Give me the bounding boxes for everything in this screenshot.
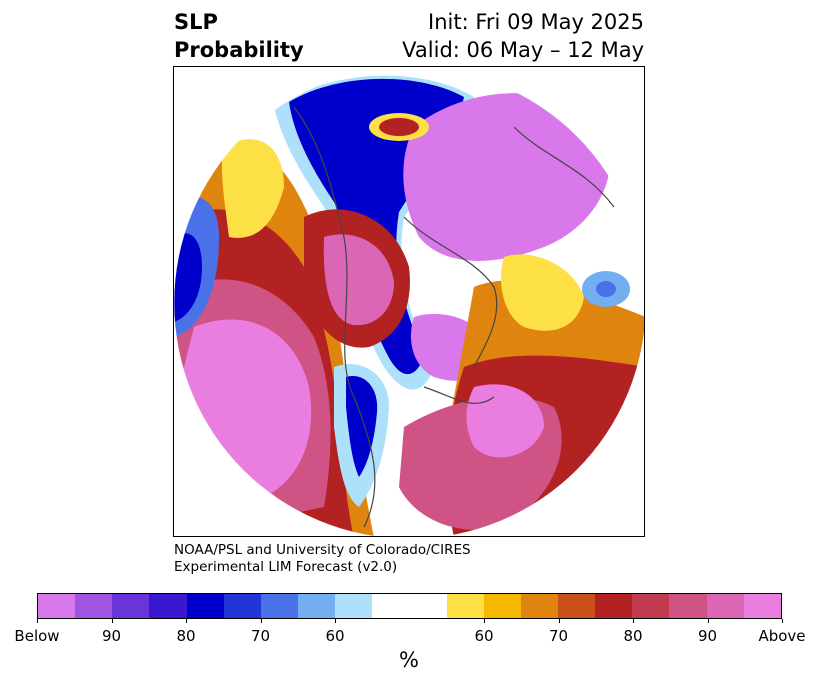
- colorbar-tick-mark: [782, 619, 783, 623]
- colorbar-tick-mark: [633, 619, 634, 623]
- colorbar-tick-label: 90: [697, 627, 718, 645]
- colorbar-tick-label: Above: [758, 627, 806, 645]
- colorbar-segment-15: [595, 594, 633, 618]
- colorbar-tick-label: 80: [176, 627, 196, 645]
- credit-line-2: Experimental LIM Forecast (v2.0): [174, 559, 398, 575]
- colorbar-unit: %: [399, 648, 419, 672]
- coastline: [293, 106, 615, 528]
- arctic-above-blob-core: [379, 118, 419, 136]
- colorbar-segment-13: [520, 594, 558, 618]
- credit-note: NOAA/PSL and University of Colorado/CIRE…: [174, 542, 471, 576]
- colorbar-segment-8: [335, 594, 373, 618]
- colorbar-segment-18: [706, 594, 744, 618]
- colorbar-tick-label: Below: [14, 627, 60, 645]
- east-above-deep: [466, 384, 544, 458]
- colorbar-tick-mark: [559, 619, 560, 623]
- colorbar: [37, 593, 782, 619]
- colorbar-segment-5: [223, 594, 261, 618]
- colorbar-tick-label: 70: [250, 627, 271, 645]
- colorbar-segment-14: [557, 594, 596, 618]
- colorbar-segment-1: [75, 594, 113, 618]
- colorbar-segment-4: [186, 594, 224, 618]
- na-above-pink: [323, 234, 394, 326]
- title-line-1: SLP: [174, 10, 218, 34]
- plot-title: SLP Probability: [174, 8, 304, 64]
- colorbar-segment-12: [483, 594, 521, 618]
- east-below-spot-core: [596, 281, 616, 297]
- colorbar-tick-label: 60: [474, 627, 494, 645]
- colorbar-segment-7: [297, 594, 336, 618]
- south-below-blue: [346, 376, 378, 477]
- colorbar-tick-label: 80: [623, 627, 643, 645]
- colorbar-tick-mark: [708, 619, 709, 623]
- west-below-deep: [174, 233, 202, 322]
- east-above-faint: [500, 254, 584, 331]
- colorbar-tick-mark: [261, 619, 262, 623]
- colorbar-segment-17: [669, 594, 707, 618]
- probability-field: [174, 67, 644, 536]
- colorbar-segment-10: [409, 594, 447, 618]
- colorbar-segment-2: [112, 594, 150, 618]
- polar-map: [173, 66, 645, 537]
- init-date-label: Init: Fri 09 May 2025: [428, 10, 644, 34]
- colorbar-segment-11: [446, 594, 484, 618]
- eurasia-below-deep: [403, 93, 611, 261]
- colorbar-tick-mark: [484, 619, 485, 623]
- colorbar-segment-16: [632, 594, 670, 618]
- colorbar-segment-6: [260, 594, 298, 618]
- colorbar-tick-mark: [186, 619, 187, 623]
- colorbar-tick-mark: [37, 619, 38, 623]
- colorbar-tick-mark: [112, 619, 113, 623]
- forecast-dates: Init: Fri 09 May 2025 Valid: 06 May – 12…: [402, 8, 644, 64]
- colorbar-segment-0: [38, 594, 76, 618]
- colorbar-tick-mark: [335, 619, 336, 623]
- colorbar-tick-label: 60: [325, 627, 345, 645]
- colorbar-segment-19: [743, 594, 781, 618]
- colorbar-segment-3: [149, 594, 187, 618]
- colorbar-tick-label: 70: [548, 627, 569, 645]
- colorbar-segment-9: [372, 594, 410, 618]
- colorbar-tick-label: 90: [101, 627, 122, 645]
- title-line-2: Probability: [174, 38, 304, 62]
- west-yellow: [221, 139, 284, 238]
- valid-range-label: Valid: 06 May – 12 May: [402, 38, 644, 62]
- credit-line-1: NOAA/PSL and University of Colorado/CIRE…: [174, 542, 471, 558]
